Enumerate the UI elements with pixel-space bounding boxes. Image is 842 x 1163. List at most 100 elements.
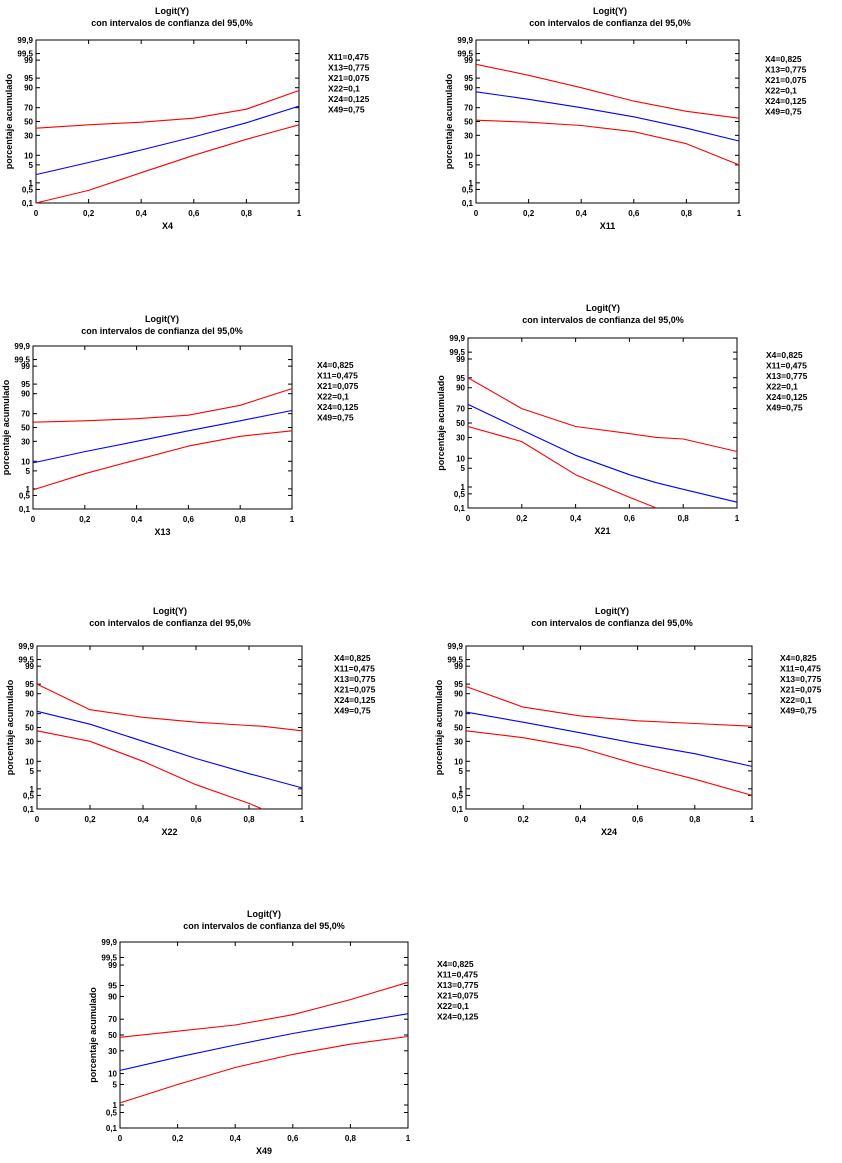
y-tick-label: 95 xyxy=(108,981,117,990)
y-tick-label: 99,5 xyxy=(457,50,473,59)
y-tick-label: 50 xyxy=(24,118,33,127)
x-tick-label: 0,6 xyxy=(632,815,644,824)
plot-frame xyxy=(119,941,409,1129)
x-tick-label: 0,6 xyxy=(628,209,640,218)
x-tick-label: 1 xyxy=(297,209,302,218)
y-tick-label: 0,5 xyxy=(22,185,34,194)
chart-panel-4: Logit(Y) con intervalos de confianza del … xyxy=(436,303,808,536)
x-tick-label: 0,6 xyxy=(190,815,202,824)
chart-subtitle: con intervalos de confianza del 95,0% xyxy=(91,18,253,28)
x-tick-label: 0,4 xyxy=(131,515,143,524)
chart-title: Logit(Y) xyxy=(593,6,627,16)
chart-subtitle: con intervalos de confianza del 95,0% xyxy=(522,315,684,325)
x-axis-label: X4 xyxy=(162,221,173,231)
y-tick-label: 99,9 xyxy=(447,642,463,651)
x-tick-label: 0,4 xyxy=(576,209,588,218)
y-tick-label: 10 xyxy=(464,151,473,160)
y-tick-label: 99,9 xyxy=(14,342,30,351)
x-tick-label: 0,8 xyxy=(678,514,690,523)
y-tick-label: 5 xyxy=(29,161,34,170)
y-tick-label: 0,1 xyxy=(462,199,474,208)
y-tick-label: 0,5 xyxy=(452,791,464,800)
y-tick-label: 99,5 xyxy=(449,348,465,357)
y-tick-label: 10 xyxy=(24,151,33,160)
chart-title: Logit(Y) xyxy=(155,6,189,16)
y-tick-label: 70 xyxy=(25,710,34,719)
condition-label: X13=0,775 xyxy=(437,980,479,990)
condition-label: X13=0,775 xyxy=(328,63,370,73)
confidence-limit-line xyxy=(36,730,263,810)
x-axis-label: X11 xyxy=(600,221,616,231)
y-tick-label: 70 xyxy=(454,710,463,719)
y-tick-label: 99 xyxy=(454,662,463,671)
y-tick-label: 95 xyxy=(464,74,473,83)
y-tick-label: 10 xyxy=(25,757,34,766)
y-axis-label: porcentaje acumulado xyxy=(444,73,454,169)
y-tick-label: 50 xyxy=(108,1031,117,1040)
y-tick-label: 99,9 xyxy=(449,334,465,343)
confidence-limit-line xyxy=(475,63,740,119)
y-axis-label: porcentaje acumulado xyxy=(436,375,446,471)
y-tick-label: 5 xyxy=(113,1081,118,1090)
confidence-limit-line xyxy=(35,124,300,204)
y-tick-label: 0,1 xyxy=(19,505,31,514)
condition-label: X49=0,75 xyxy=(334,706,371,716)
y-axis-label: porcentaje acumulado xyxy=(1,379,11,475)
fitted-line xyxy=(119,1013,409,1071)
chart-panel-7: Logit(Y) con intervalos de confianza del … xyxy=(88,909,479,1156)
condition-label: X22=0,1 xyxy=(765,86,797,96)
y-tick-label: 99,5 xyxy=(447,656,463,665)
chart-title: Logit(Y) xyxy=(145,314,179,324)
x-tick-label: 0 xyxy=(35,815,40,824)
x-tick-label: 0,8 xyxy=(235,515,247,524)
y-tick-label: 1 xyxy=(459,785,464,794)
y-tick-label: 70 xyxy=(24,104,33,113)
chart-title: Logit(Y) xyxy=(153,606,187,616)
fitted-line xyxy=(475,91,740,142)
y-axis-label: porcentaje acumulado xyxy=(434,679,444,775)
y-tick-label: 99 xyxy=(24,56,33,65)
y-tick-label: 5 xyxy=(459,767,464,776)
x-axis-label: X21 xyxy=(594,526,610,536)
y-tick-label: 30 xyxy=(24,131,33,140)
condition-label: X13=0,775 xyxy=(334,674,376,684)
x-tick-label: 0,6 xyxy=(624,514,636,523)
y-tick-label: 1 xyxy=(469,179,474,188)
condition-label: X49=0,75 xyxy=(766,403,803,413)
y-tick-label: 90 xyxy=(454,690,463,699)
condition-label: X4=0,825 xyxy=(780,653,817,663)
fitted-line xyxy=(465,711,753,767)
y-tick-label: 0,5 xyxy=(23,791,35,800)
condition-label: X22=0,1 xyxy=(328,84,360,94)
x-tick-label: 0,4 xyxy=(230,1134,242,1143)
y-tick-label: 90 xyxy=(24,84,33,93)
condition-label: X11=0,475 xyxy=(328,52,369,62)
confidence-limit-line xyxy=(32,388,293,423)
chart-subtitle: con intervalos de confianza del 95,0% xyxy=(89,618,251,628)
y-tick-label: 90 xyxy=(21,390,30,399)
y-tick-label: 0,5 xyxy=(462,185,474,194)
x-tick-label: 0,2 xyxy=(172,1134,184,1143)
y-tick-label: 0,5 xyxy=(106,1109,118,1118)
condition-label: X24=0,125 xyxy=(334,695,376,705)
x-axis-label: X49 xyxy=(256,1146,272,1156)
y-tick-label: 90 xyxy=(108,992,117,1001)
y-tick-label: 90 xyxy=(456,384,465,393)
x-tick-label: 0,6 xyxy=(188,209,200,218)
y-tick-label: 90 xyxy=(464,84,473,93)
confidence-limit-line xyxy=(35,89,300,129)
x-tick-label: 0,2 xyxy=(516,514,528,523)
x-tick-label: 0 xyxy=(118,1134,123,1143)
y-tick-label: 99,5 xyxy=(14,356,30,365)
chart-subtitle: con intervalos de confianza del 95,0% xyxy=(529,18,691,28)
condition-label: X11=0,475 xyxy=(766,361,807,371)
confidence-limit-line xyxy=(119,1035,409,1104)
y-tick-label: 30 xyxy=(456,433,465,442)
condition-label: X24=0,125 xyxy=(328,94,370,104)
fitted-line xyxy=(36,710,303,789)
condition-label: X4=0,825 xyxy=(317,360,354,370)
x-tick-label: 0 xyxy=(474,209,479,218)
condition-label: X11=0,475 xyxy=(334,664,375,674)
condition-label: X11=0,475 xyxy=(780,664,821,674)
